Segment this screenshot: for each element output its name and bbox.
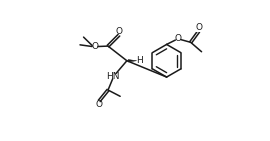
Text: HN: HN bbox=[106, 71, 119, 81]
Text: O: O bbox=[195, 23, 202, 32]
Text: O: O bbox=[175, 34, 182, 43]
Text: O: O bbox=[95, 100, 102, 109]
Text: H: H bbox=[136, 56, 143, 65]
Text: O: O bbox=[92, 42, 99, 51]
Text: O: O bbox=[116, 27, 123, 36]
Polygon shape bbox=[128, 60, 137, 62]
